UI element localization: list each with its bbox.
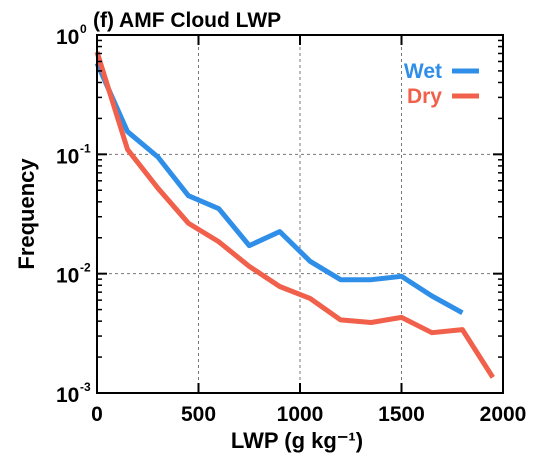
chart-title: (f) AMF Cloud LWP	[93, 9, 281, 32]
grid-lines	[97, 35, 503, 393]
y-tick-base: 10	[56, 145, 79, 168]
y-tick-exponent: 0	[80, 22, 87, 36]
y-tick-label: 10 -3	[56, 380, 91, 407]
series-line-wet	[94, 62, 464, 315]
series-lines	[94, 51, 495, 379]
y-tick-base: 10	[56, 26, 79, 49]
y-tick-exponent: -1	[80, 141, 91, 155]
y-tick-label: 10 -2	[56, 261, 91, 288]
y-tick-base: 10	[56, 265, 79, 288]
x-tick-label: 1000	[277, 403, 324, 426]
plot-frame	[96, 34, 504, 394]
y-tick-exponent: -2	[80, 261, 91, 275]
legend: Wet Dry	[404, 60, 479, 108]
series-line-dry	[94, 51, 495, 379]
legend-label-wet: Wet	[404, 60, 442, 83]
x-axis-label: LWP (g kg⁻¹)	[231, 428, 363, 453]
x-tick-label: 1500	[378, 403, 425, 426]
y-tick-label: 10 -1	[56, 141, 91, 168]
x-tick-label: 0	[91, 403, 103, 426]
x-tick-label: 2000	[480, 403, 527, 426]
y-tick-label: 10 0	[56, 22, 87, 49]
y-axis-label: Frequency	[14, 158, 39, 270]
legend-label-dry: Dry	[407, 85, 442, 108]
y-tick-exponent: -3	[80, 380, 91, 394]
x-tick-label: 500	[181, 403, 216, 426]
y-tick-base: 10	[56, 384, 79, 407]
